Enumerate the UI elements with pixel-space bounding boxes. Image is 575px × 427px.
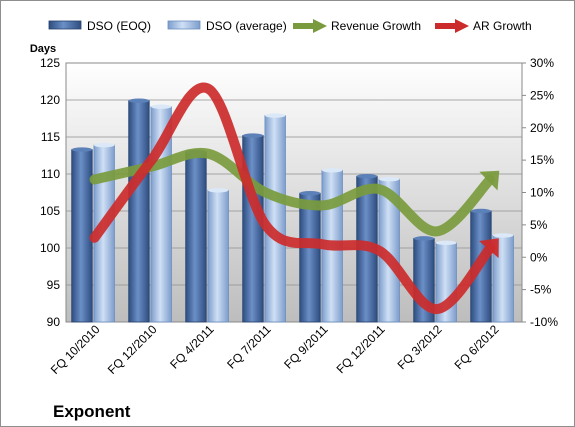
x-tick-label: FQ 4/2011 bbox=[167, 322, 217, 372]
y2-tick-label: 25% bbox=[530, 88, 554, 102]
legend-label-revenue-growth: Revenue Growth bbox=[331, 19, 421, 33]
bar-cap bbox=[207, 188, 229, 193]
y-tick-label: 125 bbox=[40, 56, 60, 70]
y2-tick-label: 10% bbox=[530, 186, 554, 200]
y2-tick-label: 20% bbox=[530, 121, 554, 135]
bar-cap bbox=[93, 142, 115, 148]
line-revenue-growth bbox=[89, 147, 495, 237]
bar-cap bbox=[378, 176, 400, 182]
bar-cap bbox=[299, 191, 321, 196]
legend-arrow-revenue-growth bbox=[313, 19, 327, 33]
y2-tick-label: 5% bbox=[530, 218, 548, 232]
bar-dso-eoq bbox=[128, 100, 150, 323]
bar-cap bbox=[435, 240, 457, 246]
y-tick-label: 95 bbox=[47, 278, 61, 292]
y2-tick-label: 15% bbox=[530, 153, 554, 167]
chart-title: Exponent bbox=[53, 402, 131, 421]
bar-cap bbox=[128, 98, 150, 103]
legend-swatch-dso-average- bbox=[167, 20, 201, 30]
x-tick-label: FQ 9/2011 bbox=[281, 322, 331, 372]
x-tick-label: FQ 7/2011 bbox=[224, 322, 274, 372]
bar-dso-eoq bbox=[185, 151, 207, 323]
bar-cap bbox=[71, 147, 93, 152]
bar-cap bbox=[492, 233, 514, 238]
legend-swatch-dso-eoq- bbox=[48, 20, 82, 30]
growth-lines bbox=[89, 82, 500, 315]
y-axis-left: 125 120 115 110 105 100 95 90 bbox=[40, 56, 60, 329]
bar-cap bbox=[150, 104, 172, 109]
line-ar-growth bbox=[89, 82, 496, 315]
y-tick-label: 120 bbox=[40, 93, 60, 107]
x-tick-label: FQ 3/2012 bbox=[395, 322, 445, 372]
bar-cap bbox=[356, 174, 378, 179]
x-tick-label: FQ 12/2010 bbox=[105, 322, 160, 377]
arrowhead-revenue-growth bbox=[479, 170, 500, 191]
x-tick-label: FQ 6/2012 bbox=[452, 322, 502, 372]
y-axis-right: 30% 25% 20% 15% 10% 5% 0% -5% -10% bbox=[522, 56, 558, 329]
bar-cap bbox=[242, 133, 264, 138]
x-tick-label: FQ 10/2010 bbox=[48, 322, 103, 377]
y-tick-label: 110 bbox=[41, 167, 60, 181]
bar-cap bbox=[413, 236, 435, 241]
y-tick-label: 115 bbox=[41, 130, 60, 144]
bar-cap bbox=[264, 113, 286, 118]
bar-dso-eoq bbox=[71, 149, 93, 323]
bar-cap bbox=[321, 168, 343, 173]
x-axis: FQ 10/2010 FQ 12/2010 FQ 4/2011 FQ 7/2011 FQ… bbox=[48, 322, 502, 377]
y2-tick-label: 0% bbox=[530, 250, 548, 264]
bar-cap bbox=[470, 208, 492, 214]
y-tick-label: 105 bbox=[40, 204, 60, 218]
y-axis-title: Days bbox=[30, 43, 56, 55]
bar-dso-average bbox=[264, 115, 286, 323]
legend: DSO (EOQ) DSO (average) Revenue Growth AR G… bbox=[48, 19, 532, 33]
legend-arrow-ar-growth bbox=[455, 19, 469, 33]
y-tick-label: 100 bbox=[40, 241, 60, 255]
y-tick-label: 90 bbox=[47, 315, 61, 329]
legend-label-dso-average-: DSO (average) bbox=[206, 19, 287, 33]
bar-dso-eoq bbox=[299, 192, 321, 323]
arrowhead-ar-growth bbox=[479, 238, 499, 259]
y2-tick-label: -5% bbox=[530, 283, 552, 297]
y2-tick-label: 30% bbox=[530, 56, 554, 70]
legend-label-dso-eoq-: DSO (EOQ) bbox=[87, 19, 151, 33]
legend-label-ar-growth: AR Growth bbox=[473, 19, 532, 33]
bar-dso-average bbox=[207, 189, 229, 323]
y2-tick-label: -10% bbox=[530, 315, 558, 329]
x-tick-label: FQ 12/2011 bbox=[334, 322, 388, 376]
